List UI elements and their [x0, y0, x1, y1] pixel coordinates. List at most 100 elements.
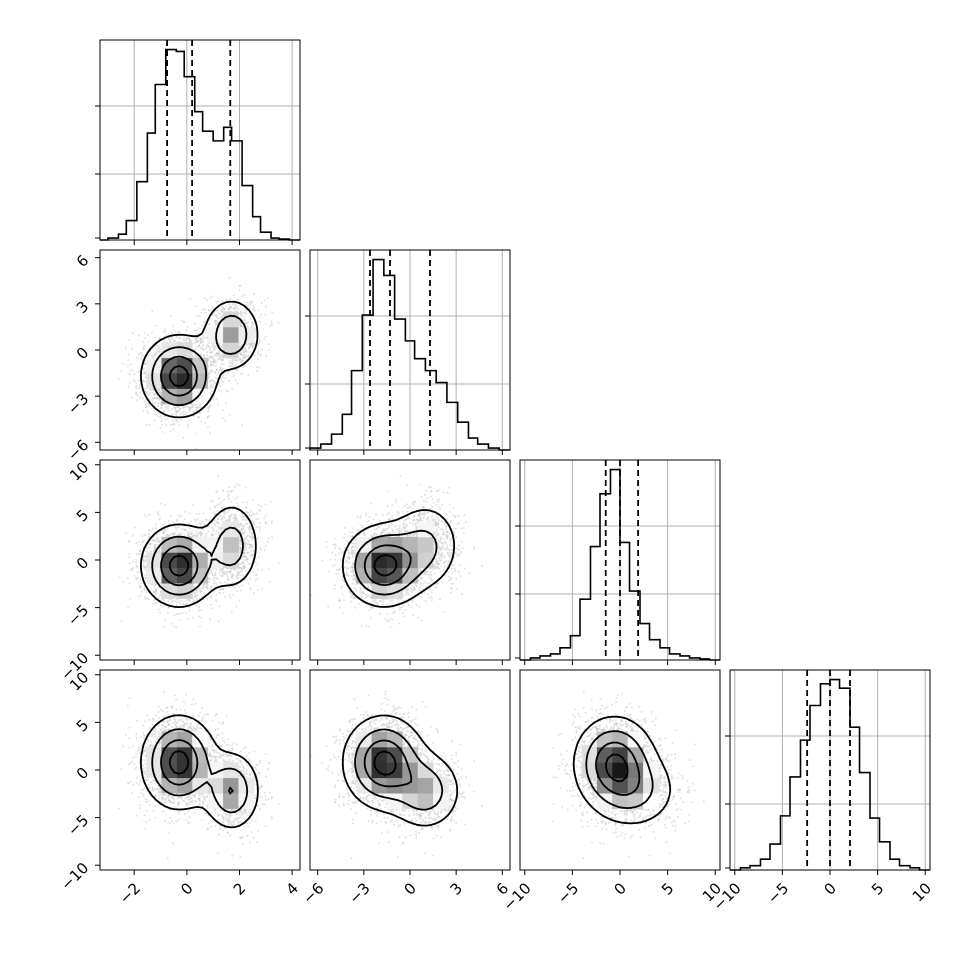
- sample-point: [220, 526, 223, 529]
- sample-point: [199, 587, 202, 590]
- sample-point: [221, 381, 224, 384]
- sample-point: [153, 409, 156, 412]
- sample-point: [219, 527, 222, 530]
- sample-point: [213, 395, 216, 398]
- sample-point: [229, 297, 232, 300]
- sample-point: [258, 522, 261, 525]
- sample-point: [173, 340, 176, 343]
- sample-point: [204, 331, 207, 334]
- sample-point: [242, 518, 245, 521]
- sample-point: [202, 334, 205, 337]
- sample-point: [221, 307, 224, 310]
- sample-point: [234, 513, 237, 516]
- sample-point: [155, 325, 158, 328]
- sample-point: [148, 528, 151, 531]
- sample-point: [151, 538, 154, 541]
- sample-point: [153, 392, 156, 395]
- sample-point: [148, 513, 151, 516]
- sample-point: [242, 532, 245, 535]
- sample-point: [178, 599, 181, 602]
- sample-point: [145, 597, 148, 600]
- sample-point: [230, 577, 233, 580]
- sample-point: [143, 589, 146, 592]
- sample-point: [241, 565, 244, 568]
- sample-point: [127, 553, 130, 556]
- sample-point: [210, 499, 213, 502]
- sample-point: [141, 354, 144, 357]
- sample-point: [135, 577, 138, 580]
- sample-point: [228, 365, 231, 368]
- sample-point: [199, 406, 202, 409]
- sample-point: [221, 489, 224, 492]
- sample-point: [151, 399, 154, 402]
- sample-point: [264, 544, 267, 547]
- sample-point: [178, 516, 181, 519]
- sample-point: [157, 412, 160, 415]
- sample-point: [137, 371, 140, 374]
- sample-point: [124, 346, 127, 349]
- sample-point: [243, 351, 246, 354]
- sample-point: [241, 560, 244, 563]
- sample-point: [247, 320, 250, 323]
- sample-point: [246, 561, 249, 564]
- sample-point: [243, 365, 246, 368]
- sample-point: [144, 515, 147, 518]
- sample-point: [234, 304, 237, 307]
- sample-point: [244, 312, 247, 315]
- sample-point: [182, 604, 185, 607]
- sample-point: [160, 404, 163, 407]
- sample-point: [214, 371, 217, 374]
- sample-point: [135, 384, 138, 387]
- sample-point: [128, 338, 131, 341]
- sample-point: [226, 582, 229, 585]
- sample-point: [196, 328, 199, 331]
- sample-point: [219, 377, 222, 380]
- sample-point: [210, 351, 213, 354]
- sample-point: [144, 555, 147, 558]
- sample-point: [135, 559, 138, 562]
- sample-point: [200, 311, 203, 314]
- sample-point: [243, 515, 246, 518]
- sample-point: [148, 546, 151, 549]
- sample-point: [182, 406, 185, 409]
- sample-point: [137, 353, 140, 356]
- sample-point: [205, 532, 208, 535]
- sample-point: [148, 543, 151, 546]
- sample-point: [163, 415, 166, 418]
- sample-point: [216, 522, 219, 525]
- sample-point: [130, 347, 133, 350]
- sample-point: [264, 335, 267, 338]
- sample-point: [256, 366, 259, 369]
- sample-point: [173, 418, 176, 421]
- sample-point: [148, 392, 151, 395]
- sample-point: [210, 383, 213, 386]
- sample-point: [249, 345, 252, 348]
- sample-point: [244, 355, 247, 358]
- sample-point: [156, 350, 159, 353]
- sample-point: [166, 405, 169, 408]
- sample-point: [209, 392, 212, 395]
- sample-point: [184, 413, 187, 416]
- sample-point: [142, 562, 145, 565]
- sample-point: [180, 533, 183, 536]
- sample-point: [216, 504, 219, 507]
- sample-point: [264, 322, 267, 325]
- sample-point: [247, 354, 250, 357]
- sample-point: [162, 339, 165, 342]
- sample-point: [142, 410, 145, 413]
- sample-point: [240, 589, 243, 592]
- sample-point: [220, 569, 223, 572]
- sample-point: [249, 588, 252, 591]
- contour-line: [140, 300, 259, 419]
- sample-point: [232, 375, 235, 378]
- sample-point: [218, 357, 221, 360]
- sample-point: [256, 563, 259, 566]
- sample-point: [156, 512, 159, 515]
- sample-point: [224, 377, 227, 380]
- sample-point: [252, 293, 255, 296]
- sample-point: [169, 514, 172, 517]
- sample-point: [200, 616, 203, 619]
- density-cell: [176, 357, 193, 374]
- sample-point: [257, 309, 260, 312]
- sample-point: [172, 324, 175, 327]
